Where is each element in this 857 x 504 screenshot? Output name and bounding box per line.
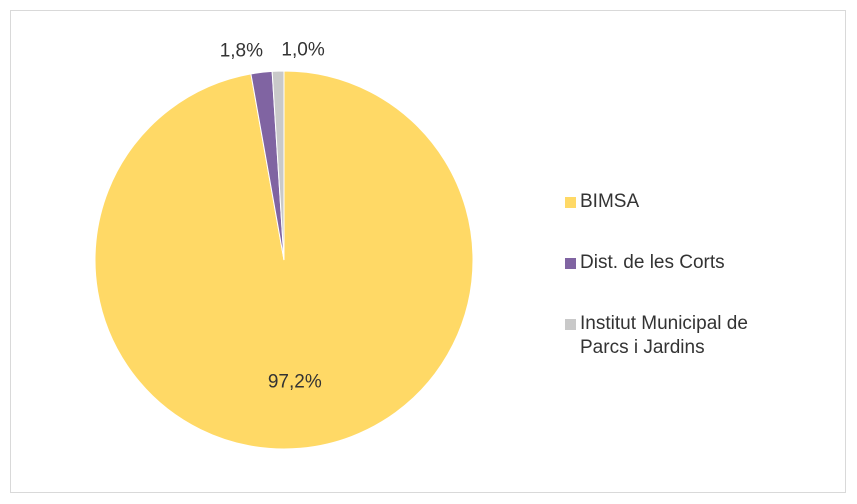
legend-item: Dist. de les Corts xyxy=(565,251,780,275)
pie-slice xyxy=(271,70,285,261)
data-label: 97,2% xyxy=(268,371,322,392)
data-label: 1,8% xyxy=(220,41,263,62)
legend: BIMSA Dist. de les Corts Institut Municipa… xyxy=(565,190,780,397)
legend-label: BIMSA xyxy=(580,191,640,212)
legend-label: Institut Municipal de Parcs i Jardins xyxy=(580,313,748,358)
legend-swatch xyxy=(565,319,576,330)
data-label: 1,0% xyxy=(281,39,324,60)
legend-swatch xyxy=(565,197,576,208)
legend-item: BIMSA xyxy=(565,190,780,214)
legend-swatch xyxy=(565,258,576,269)
legend-item: Institut Municipal de Parcs i Jardins xyxy=(565,312,780,360)
legend-label: Dist. de les Corts xyxy=(580,252,725,273)
